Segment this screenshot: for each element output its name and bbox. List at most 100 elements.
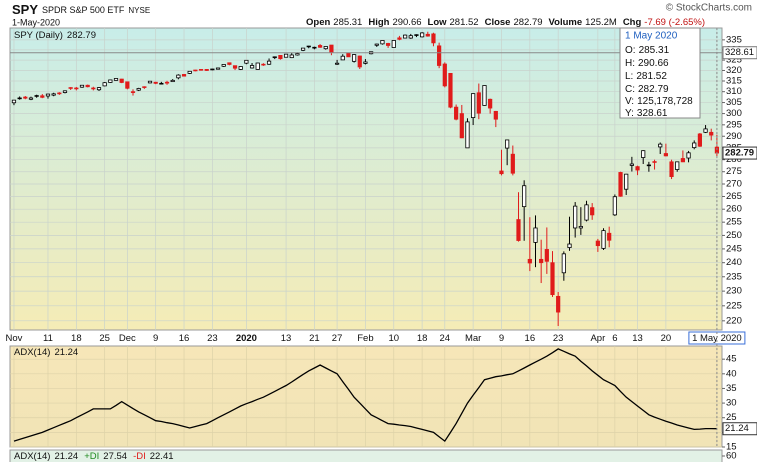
candle-body <box>408 35 413 39</box>
y-tick-label: 335 <box>726 34 742 45</box>
candle-body <box>386 43 391 46</box>
legend-value: 22.41 <box>150 451 174 462</box>
candle-body <box>147 80 153 84</box>
candle-body <box>249 65 255 69</box>
candle-body <box>119 78 124 83</box>
candle-body <box>108 79 113 83</box>
tooltip-label: L: <box>625 71 633 82</box>
candle-body <box>346 52 351 58</box>
candle-body <box>539 258 544 264</box>
x-tick-label: Feb <box>357 333 373 344</box>
candle-body <box>363 61 368 64</box>
y-tick-label: 325 <box>726 55 742 66</box>
candle-body <box>357 55 362 68</box>
y-tick-label: 275 <box>726 166 742 177</box>
x-tick-label: 6 <box>612 333 617 344</box>
y-tick-label: 295 <box>726 119 742 130</box>
candle-body <box>153 81 158 84</box>
candle-body <box>57 92 62 95</box>
candle-body <box>68 87 73 89</box>
candle-body <box>45 93 51 97</box>
candle-body <box>658 143 663 148</box>
dmi-panel <box>9 449 723 462</box>
legend-value: 27.54 <box>103 451 127 462</box>
x-tick-label: 27 <box>332 333 343 344</box>
candle-body <box>641 150 646 158</box>
dmi-legend: ADX(14) 21.24 +DI 27.54 -DI 22.41 <box>14 451 174 462</box>
tooltip-label: H: <box>625 58 635 69</box>
y-tick-label: 35 <box>726 383 737 394</box>
candle-body <box>448 72 453 108</box>
candle-body <box>329 44 334 53</box>
x-tick-label: 2020 <box>236 333 257 344</box>
exchange: NYSE <box>128 6 150 15</box>
candle-body <box>193 69 198 72</box>
candle-body <box>74 87 79 90</box>
adx-panel <box>9 345 723 448</box>
candle-body <box>703 128 708 133</box>
last-price-box <box>722 146 757 160</box>
candle-body <box>176 74 181 79</box>
tooltip-value: 328.61 <box>637 108 668 119</box>
candle-body <box>380 40 385 45</box>
y-tick-label: 255 <box>726 217 742 228</box>
candle-body <box>550 262 555 296</box>
y-tick-label: 250 <box>726 230 742 241</box>
grid-layer: 2202252302352402452502552602652702752802… <box>6 28 742 462</box>
x-tick-label: 16 <box>525 333 536 344</box>
last-price-label: 282.79 <box>725 148 754 159</box>
candle-body <box>340 55 345 61</box>
x-tick-label: 18 <box>417 333 428 344</box>
candle-body <box>215 67 221 70</box>
y-tick-label: 15 <box>726 442 737 453</box>
tooltip-row: O: 285.31 <box>625 45 670 56</box>
candle-body <box>187 70 192 74</box>
legend-name: ADX(14) <box>14 451 50 462</box>
tooltip-label: O: <box>625 45 636 56</box>
candle-body <box>544 249 549 262</box>
candle-body <box>261 63 266 66</box>
candle-body <box>686 152 691 159</box>
x-tick-label: 24 <box>440 333 451 344</box>
legend-name: -DI <box>133 451 146 462</box>
label: Volume <box>549 17 583 28</box>
x-tick-label: Mar <box>465 333 481 344</box>
candle-body <box>635 166 640 171</box>
tooltip-label: Y: <box>625 108 634 119</box>
candle-body <box>306 45 311 48</box>
x-tick-label: 10 <box>388 333 399 344</box>
candle-body <box>62 90 68 93</box>
legend-name: +DI <box>84 451 99 462</box>
candle-body <box>85 84 90 88</box>
candle-body <box>266 60 272 65</box>
candle-body <box>289 54 294 59</box>
candle-body <box>505 139 510 149</box>
x-tick-label: 11 <box>43 333 53 344</box>
y-tick-label: 25 <box>726 412 737 423</box>
candle-body <box>227 62 232 65</box>
candle-body <box>51 93 56 96</box>
value: 125.2M <box>585 17 617 28</box>
candle-body <box>499 170 504 175</box>
candle-body <box>414 34 419 36</box>
candle-body <box>210 68 215 71</box>
candle-body <box>595 240 600 247</box>
legend-value: 21.24 <box>54 347 78 358</box>
candle-body <box>573 205 578 229</box>
value: -7.69 (-2.65%) <box>644 17 705 28</box>
candle-body <box>391 40 396 48</box>
y-tick-label: 320 <box>726 65 742 76</box>
candle-body <box>300 47 306 51</box>
y-tick-label: 310 <box>726 86 742 97</box>
tooltip-value: 285.31 <box>639 45 670 56</box>
candle-body <box>527 258 532 264</box>
tooltip-label: C: <box>625 84 635 95</box>
y-tick-label: 220 <box>726 315 742 326</box>
candle-body <box>533 227 538 243</box>
y-tick-label: 235 <box>726 271 742 282</box>
tooltip-row: Y: 328.61 <box>625 108 668 119</box>
candle-body <box>221 64 226 67</box>
crosshair-y-label: 328.61 <box>725 47 754 58</box>
candle-body <box>680 158 685 163</box>
y-tick-label: 240 <box>726 257 742 268</box>
